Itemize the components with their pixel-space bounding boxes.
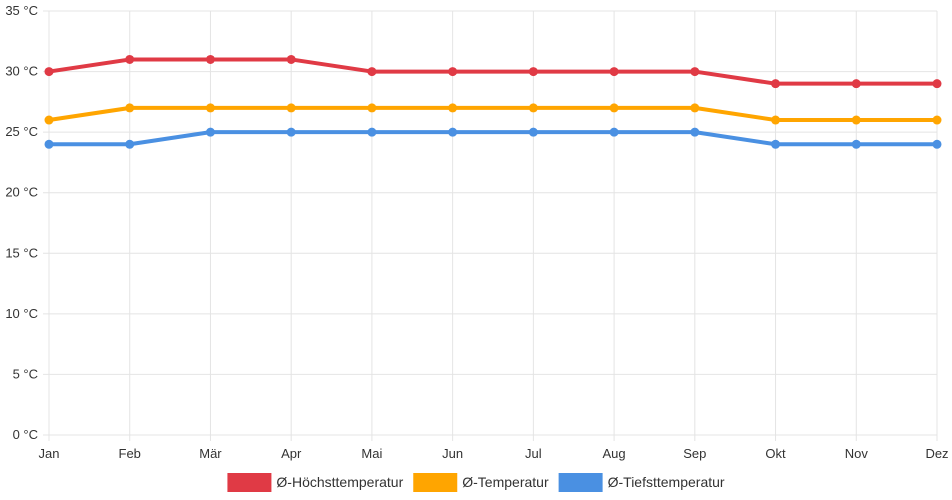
y-tick-label: 10 °C (5, 306, 38, 321)
data-point[interactable] (690, 67, 700, 77)
data-point[interactable] (44, 115, 54, 125)
series-line (47, 130, 939, 147)
data-point[interactable] (609, 127, 619, 137)
data-point[interactable] (609, 103, 619, 113)
x-tick-label: Apr (281, 446, 302, 461)
grid (43, 10, 938, 441)
x-tick-label: Jan (39, 446, 60, 461)
series-line (47, 105, 939, 123)
data-point[interactable] (609, 67, 619, 77)
data-point[interactable] (932, 115, 942, 125)
data-point[interactable] (851, 115, 861, 125)
legend-label: Ø-Höchsttemperatur (276, 474, 403, 490)
legend-swatch (413, 473, 458, 492)
x-tick-label: Feb (119, 446, 141, 461)
data-point[interactable] (286, 54, 296, 64)
data-point[interactable] (367, 127, 377, 137)
data-point[interactable] (125, 54, 135, 64)
data-point[interactable] (448, 67, 458, 77)
series-2 (44, 127, 942, 149)
data-point[interactable] (367, 103, 377, 113)
series-1 (44, 103, 942, 125)
data-point[interactable] (286, 103, 296, 113)
data-point[interactable] (448, 127, 458, 137)
legend-item[interactable]: Ø-Temperatur (413, 473, 549, 492)
legend-swatch (227, 473, 272, 492)
data-point[interactable] (205, 103, 215, 113)
x-tick-label: Okt (765, 446, 786, 461)
y-tick-label: 5 °C (13, 366, 38, 381)
x-tick-label: Aug (603, 446, 626, 461)
series-group (44, 54, 942, 149)
legend: Ø-Höchsttemperatur Ø-Temperatur Ø-Tiefstte… (227, 473, 725, 492)
x-tick-label: Sep (683, 446, 706, 461)
y-tick-label: 30 °C (5, 64, 38, 79)
series-line (47, 57, 939, 86)
x-axis: Jan Feb Mär Apr Mai Jun Jul Aug Sep Okt Nov Dez (39, 446, 949, 461)
data-point[interactable] (286, 127, 296, 137)
x-tick-label: Jun (442, 446, 463, 461)
data-point[interactable] (771, 115, 781, 125)
data-point[interactable] (932, 79, 942, 89)
x-tick-label: Dez (925, 446, 948, 461)
legend-label: Ø-Temperatur (462, 474, 549, 490)
y-tick-label: 15 °C (5, 245, 38, 260)
legend-item[interactable]: Ø-Höchsttemperatur (227, 473, 404, 492)
data-point[interactable] (851, 79, 861, 89)
data-point[interactable] (528, 127, 538, 137)
data-point[interactable] (125, 103, 135, 113)
x-tick-label: Jul (525, 446, 542, 461)
y-tick-label: 25 °C (5, 124, 38, 139)
y-axis: 0 °C 5 °C 10 °C 15 °C 20 °C 25 °C 30 °C 35 °C (5, 3, 38, 442)
y-tick-label: 0 °C (13, 427, 38, 442)
data-point[interactable] (932, 139, 942, 149)
data-point[interactable] (528, 67, 538, 77)
data-point[interactable] (44, 67, 54, 77)
data-point[interactable] (448, 103, 458, 113)
data-point[interactable] (44, 139, 54, 149)
data-point[interactable] (205, 54, 215, 64)
x-tick-label: Mär (199, 446, 222, 461)
y-tick-label: 35 °C (5, 3, 38, 18)
data-point[interactable] (771, 139, 781, 149)
data-point[interactable] (771, 79, 781, 89)
y-tick-label: 20 °C (5, 185, 38, 200)
series-0 (44, 54, 942, 89)
x-tick-label: Nov (845, 446, 869, 461)
data-point[interactable] (690, 127, 700, 137)
data-point[interactable] (125, 139, 135, 149)
legend-item[interactable]: Ø-Tiefsttemperatur (558, 473, 725, 492)
data-point[interactable] (690, 103, 700, 113)
data-point[interactable] (367, 67, 377, 77)
data-point[interactable] (205, 127, 215, 137)
data-point[interactable] (851, 139, 861, 149)
legend-label: Ø-Tiefsttemperatur (608, 474, 725, 490)
x-tick-label: Mai (361, 446, 382, 461)
data-point[interactable] (528, 103, 538, 113)
legend-swatch (558, 473, 603, 492)
